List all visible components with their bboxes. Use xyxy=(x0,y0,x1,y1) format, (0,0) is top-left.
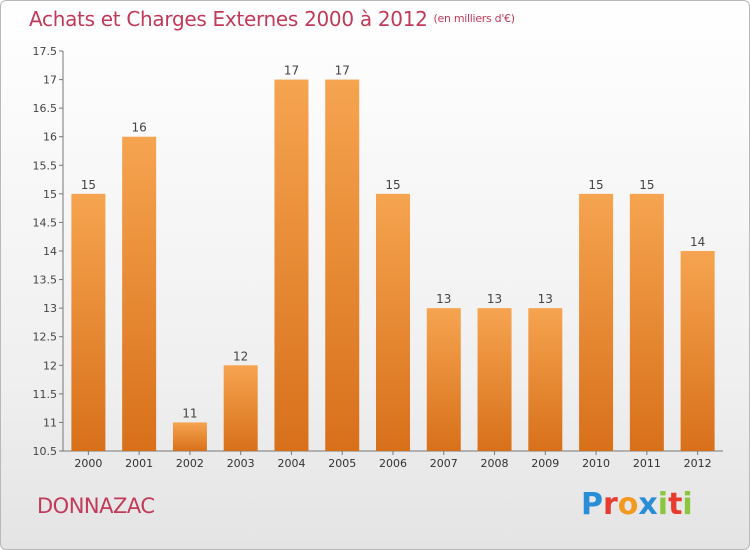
y-tick-label: 15.5 xyxy=(33,159,58,172)
data-label: 11 xyxy=(182,406,197,420)
data-label: 15 xyxy=(81,178,96,192)
data-label: 12 xyxy=(233,349,248,363)
y-tick-label: 17.5 xyxy=(33,45,58,58)
bar-2005 xyxy=(325,79,360,452)
data-label: 13 xyxy=(436,292,451,306)
chart-data-labels: 15 16 11 12 17 17 15 13 13 13 15 15 14 xyxy=(81,64,706,421)
logo-letter: r xyxy=(603,487,618,522)
bar-2003 xyxy=(223,365,258,451)
y-tick-label: 10.5 xyxy=(33,445,58,458)
x-tick-label: 2006 xyxy=(379,457,407,470)
x-tick-label: 2008 xyxy=(481,457,509,470)
y-tick-label: 12 xyxy=(43,359,57,372)
data-label: 16 xyxy=(132,121,147,135)
y-tick-label: 12.5 xyxy=(33,331,58,344)
x-tick-label: 2003 xyxy=(227,457,255,470)
bar-2004 xyxy=(274,79,309,452)
x-tick-label: 2004 xyxy=(277,457,305,470)
y-tick-label: 13.5 xyxy=(33,274,58,287)
y-tick-label: 13 xyxy=(43,302,57,315)
bar-chart: 10.5 11 11.5 12 12.5 13 13.5 14 14.5 15 15.5 16 16.5… xyxy=(33,45,723,470)
data-label: 17 xyxy=(284,64,299,78)
bar-2000 xyxy=(71,193,106,451)
data-label: 15 xyxy=(588,178,603,192)
proxiti-logo[interactable]: Proxiti xyxy=(581,487,693,522)
y-tick-label: 11.5 xyxy=(33,388,58,401)
bar-2002 xyxy=(172,422,207,451)
x-tick-label: 2007 xyxy=(430,457,458,470)
data-label: 17 xyxy=(335,64,350,78)
x-tick-label: 2001 xyxy=(125,457,153,470)
y-tick-label: 14.5 xyxy=(33,216,58,229)
x-tick-label: 2000 xyxy=(74,457,102,470)
chart-title: Achats et Charges Externes 2000 à 2012 (e… xyxy=(29,7,515,31)
data-label: 15 xyxy=(385,178,400,192)
bar-2010 xyxy=(579,193,614,451)
bar-2001 xyxy=(122,136,157,451)
y-tick-label: 14 xyxy=(43,245,57,258)
logo-letter: x xyxy=(638,487,658,522)
chart-axes: 10.5 11 11.5 12 12.5 13 13.5 14 14.5 15 15.5 16 16.5… xyxy=(33,45,723,470)
x-tick-label: 2009 xyxy=(531,457,559,470)
logo-letter: o xyxy=(617,487,639,522)
x-tick-label: 2010 xyxy=(582,457,610,470)
place-name: DONNAZAC xyxy=(37,494,155,518)
data-label: 14 xyxy=(690,235,705,249)
y-tick-label: 17 xyxy=(43,74,57,87)
logo-letter: i xyxy=(682,487,693,522)
data-label: 13 xyxy=(538,292,553,306)
y-tick-label: 16.5 xyxy=(33,102,58,115)
logo-letter: i xyxy=(657,487,669,522)
x-tick-label: 2011 xyxy=(633,457,661,470)
bar-2007 xyxy=(426,308,461,451)
bar-2011 xyxy=(629,193,664,451)
bar-2012 xyxy=(680,251,715,451)
y-tick-label: 11 xyxy=(43,416,57,429)
x-tick-label: 2002 xyxy=(176,457,204,470)
logo-letter: t xyxy=(668,487,683,522)
y-tick-label: 16 xyxy=(43,131,57,144)
data-label: 13 xyxy=(487,292,502,306)
logo-letter: P xyxy=(581,487,603,522)
x-tick-label: 2012 xyxy=(684,457,712,470)
title-text: Achats et Charges Externes 2000 à 2012 xyxy=(29,7,428,31)
data-label: 15 xyxy=(639,178,654,192)
chart-bars xyxy=(71,79,715,452)
bar-2008 xyxy=(477,308,512,451)
y-tick-label: 15 xyxy=(43,188,57,201)
chart-subtitle: (en milliers d'€) xyxy=(433,12,515,25)
bar-2006 xyxy=(376,193,410,451)
bar-2009 xyxy=(528,308,563,451)
x-tick-label: 2005 xyxy=(328,457,356,470)
